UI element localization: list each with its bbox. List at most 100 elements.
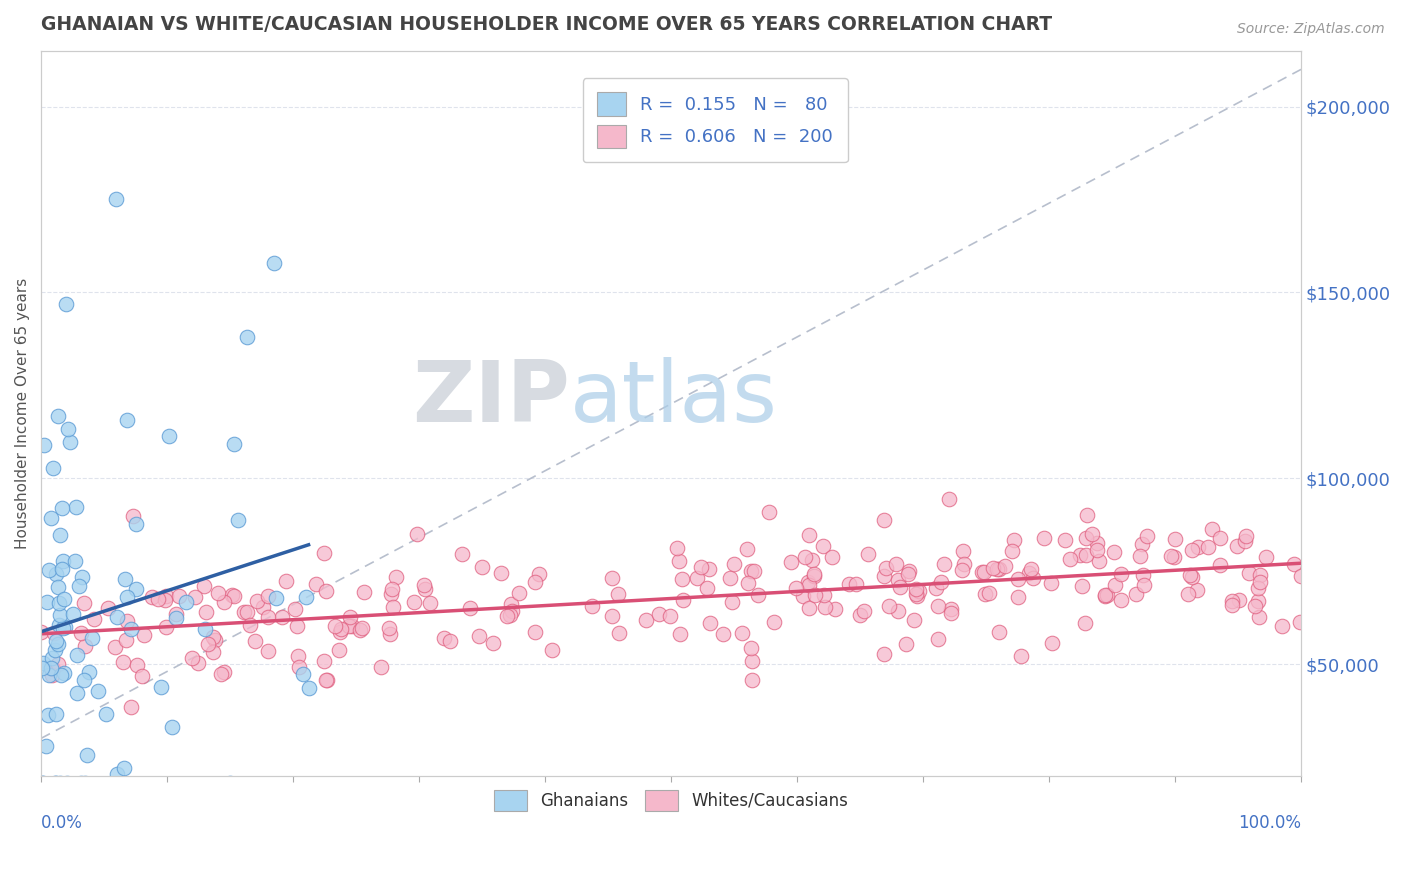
Point bbox=[315, 583, 337, 598]
Point bbox=[1132, 568, 1154, 582]
Point bbox=[1220, 599, 1243, 613]
Point bbox=[63, 554, 86, 568]
Point bbox=[877, 599, 900, 614]
Point bbox=[824, 602, 846, 616]
Point bbox=[51, 561, 73, 575]
Point bbox=[1085, 536, 1108, 550]
Point bbox=[30, 624, 52, 639]
Point bbox=[382, 599, 405, 614]
Point bbox=[741, 673, 763, 687]
Point bbox=[1226, 539, 1249, 553]
Point bbox=[1256, 550, 1278, 565]
Point bbox=[1022, 571, 1045, 585]
Point bbox=[696, 581, 718, 595]
Point bbox=[1239, 566, 1261, 580]
Point bbox=[37, 708, 59, 723]
Point bbox=[439, 633, 461, 648]
Point bbox=[801, 553, 824, 567]
Point bbox=[59, 434, 82, 449]
Point bbox=[903, 613, 925, 627]
Point bbox=[927, 632, 949, 646]
Point bbox=[1181, 570, 1204, 584]
Point bbox=[1249, 567, 1271, 582]
Point bbox=[65, 500, 87, 514]
Point bbox=[49, 668, 72, 682]
Point bbox=[226, 513, 249, 527]
Point bbox=[114, 572, 136, 586]
Point bbox=[1133, 578, 1156, 592]
Point bbox=[204, 632, 226, 647]
Point bbox=[221, 588, 243, 602]
Point bbox=[1094, 589, 1116, 603]
Point bbox=[1007, 590, 1029, 604]
Point bbox=[209, 666, 232, 681]
Text: 100.0%: 100.0% bbox=[1239, 814, 1301, 832]
Point bbox=[986, 561, 1008, 575]
Point bbox=[184, 591, 207, 605]
Point bbox=[339, 610, 361, 624]
Point bbox=[994, 559, 1017, 574]
Point bbox=[804, 588, 827, 602]
Point bbox=[1160, 549, 1182, 563]
Point bbox=[155, 589, 177, 603]
Point bbox=[471, 560, 494, 574]
Point bbox=[55, 620, 77, 634]
Point bbox=[176, 595, 198, 609]
Point bbox=[1039, 576, 1062, 591]
Point bbox=[1085, 543, 1108, 558]
Point bbox=[1227, 592, 1250, 607]
Point bbox=[1271, 619, 1294, 633]
Point bbox=[105, 610, 128, 624]
Point bbox=[499, 597, 522, 611]
Point bbox=[845, 576, 868, 591]
Point bbox=[1243, 599, 1265, 613]
Point bbox=[201, 645, 224, 659]
Point bbox=[1197, 541, 1219, 555]
Point bbox=[115, 412, 138, 426]
Point bbox=[973, 565, 995, 579]
Point bbox=[1136, 529, 1159, 543]
Point bbox=[1289, 615, 1312, 629]
Point bbox=[1181, 543, 1204, 558]
Point bbox=[665, 541, 688, 556]
Text: ZIP: ZIP bbox=[412, 357, 571, 440]
Point bbox=[212, 665, 235, 679]
Point bbox=[634, 613, 657, 627]
Point bbox=[270, 610, 292, 624]
Point bbox=[46, 580, 69, 594]
Point bbox=[325, 619, 347, 633]
Point bbox=[32, 776, 55, 790]
Point bbox=[1234, 534, 1257, 549]
Text: Source: ZipAtlas.com: Source: ZipAtlas.com bbox=[1237, 22, 1385, 37]
Point bbox=[820, 550, 842, 565]
Point bbox=[105, 767, 128, 781]
Point bbox=[42, 460, 65, 475]
Point bbox=[187, 656, 209, 670]
Point bbox=[39, 511, 62, 525]
Point bbox=[263, 255, 285, 269]
Point bbox=[37, 595, 59, 609]
Point bbox=[974, 587, 997, 601]
Point bbox=[55, 296, 77, 310]
Point bbox=[1042, 635, 1064, 649]
Point bbox=[56, 422, 79, 436]
Point bbox=[104, 640, 127, 655]
Point bbox=[96, 707, 118, 722]
Point bbox=[120, 700, 142, 714]
Point bbox=[481, 636, 503, 650]
Point bbox=[44, 643, 66, 657]
Point bbox=[82, 632, 104, 646]
Point bbox=[468, 630, 491, 644]
Point bbox=[77, 665, 100, 680]
Point bbox=[1074, 549, 1097, 563]
Point bbox=[194, 605, 217, 619]
Point bbox=[1019, 562, 1042, 576]
Point bbox=[115, 614, 138, 628]
Point bbox=[112, 655, 135, 669]
Point bbox=[1018, 566, 1040, 581]
Point bbox=[849, 608, 872, 623]
Point bbox=[45, 634, 67, 648]
Point bbox=[194, 622, 217, 636]
Point bbox=[349, 624, 371, 638]
Point bbox=[741, 654, 763, 668]
